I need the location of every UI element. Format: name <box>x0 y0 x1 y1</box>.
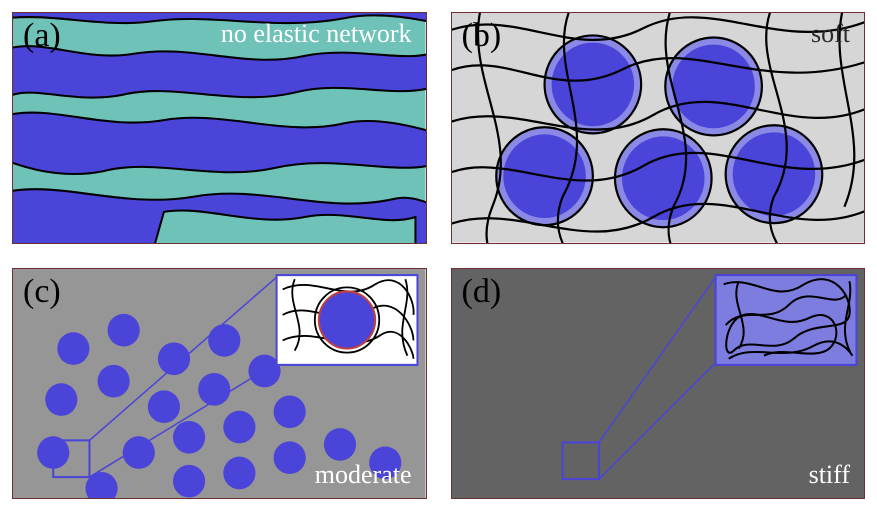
panel-d: (d) stiff <box>451 268 866 500</box>
panel-d-svg <box>452 269 865 499</box>
panel-d-label: (d) <box>462 273 502 311</box>
panel-c-tag: moderate <box>315 460 412 490</box>
panel-a: (a) no elastic network <box>12 12 427 244</box>
panel-d-tag: stiff <box>809 460 850 490</box>
panel-c-label: (c) <box>23 273 61 311</box>
inset-c <box>277 275 418 365</box>
panel-a-label: (a) <box>23 17 61 55</box>
panel-b-svg <box>452 13 865 243</box>
panel-c: (c) moderate <box>12 268 427 500</box>
inset-d <box>715 275 856 365</box>
panel-b-label: (b) <box>462 17 502 55</box>
panel-a-tag: no elastic network <box>221 19 412 49</box>
panel-b-tag: soft <box>811 19 850 49</box>
panel-b: (b) soft <box>451 12 866 244</box>
